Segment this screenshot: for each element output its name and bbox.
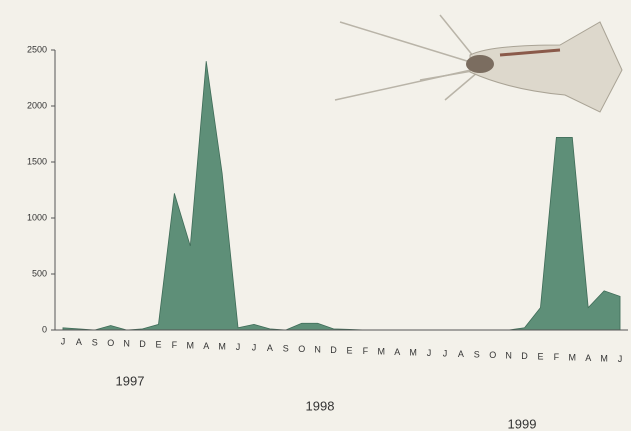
x-tick-label: D [330,345,337,355]
x-tick-label: F [172,340,178,350]
area [62,61,621,331]
x-tick-label: S [474,349,480,359]
y-tick-label: 500 [32,268,47,278]
squid-illustration [334,14,623,113]
x-tick-label: O [489,350,496,360]
x-tick-label: O [298,344,305,354]
year-label: 1997 [116,373,145,388]
x-tick-label: M [187,340,195,350]
x-tick-label: J [427,348,432,358]
x-tick-label: F [363,346,369,356]
year-label: 1999 [508,416,537,431]
x-tick-label: O [107,338,114,348]
x-tick-label: J [236,342,241,352]
x-tick-label: S [92,337,98,347]
x-tick-label: J [618,354,623,364]
x-tick-label: D [521,351,528,361]
y-tick-label: 2000 [27,100,47,110]
x-tick-label: J [252,342,257,352]
x-tick-label: M [378,346,386,356]
x-tick-label: A [76,337,82,347]
x-tick-label: N [123,338,130,348]
x-tick-label: E [346,345,352,355]
x-tick-label: A [267,343,273,353]
x-tick-label: M [218,341,226,351]
x-tick-label: M [600,353,608,363]
x-tick-label: N [505,350,512,360]
x-tick-label: A [458,349,464,359]
y-tick-label: 0 [42,324,47,334]
x-tick-label: A [203,341,209,351]
x-tick-label: S [283,343,289,353]
x-tick-label: N [314,344,321,354]
x-tick-label: E [155,339,161,349]
x-tick-label: F [554,352,560,362]
x-tick-label: J [443,348,448,358]
x-tick-label: J [61,336,66,346]
x-tick-label: E [537,351,543,361]
x-tick-label: D [139,339,146,349]
y-tick-label: 1500 [27,156,47,166]
y-tick-label: 2500 [27,44,47,54]
y-tick-label: 1000 [27,212,47,222]
x-tick-label: A [585,353,591,363]
x-tick-label: A [394,347,400,357]
x-tick-label: M [569,352,577,362]
x-tick-label: M [409,347,417,357]
year-label: 1998 [306,398,335,413]
